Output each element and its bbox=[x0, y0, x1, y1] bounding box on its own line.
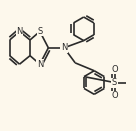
Text: O: O bbox=[111, 65, 118, 74]
Text: S: S bbox=[37, 27, 42, 36]
Text: N: N bbox=[37, 60, 43, 69]
Text: S: S bbox=[112, 78, 117, 87]
Text: O: O bbox=[111, 91, 118, 100]
Text: N: N bbox=[16, 27, 23, 36]
Text: N: N bbox=[61, 43, 67, 52]
